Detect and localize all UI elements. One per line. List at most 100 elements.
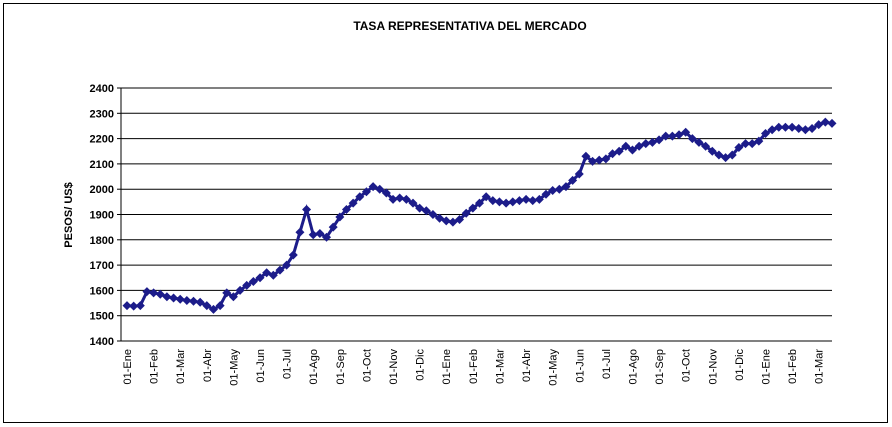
x-tick-label: 01-May [548,349,560,386]
data-point [282,260,292,270]
data-point [202,301,212,311]
y-tick-label: 2100 [90,159,114,171]
data-point [561,182,571,192]
data-point [608,149,618,159]
data-point [341,204,351,214]
y-tick-label: 1500 [90,311,114,323]
data-point [614,146,624,156]
data-point [707,146,717,156]
x-tick-label: 01-Nov [388,349,400,385]
data-point [262,268,272,278]
data-point [827,118,837,128]
data-point [634,141,644,151]
data-point [275,265,285,275]
data-point [315,228,325,238]
data-point [621,141,631,151]
data-point [627,145,637,155]
data-point [494,197,504,207]
x-tick-label: 01-Oct [681,349,693,382]
data-point [235,285,245,295]
y-tick-label: 1600 [90,285,114,297]
data-point [747,139,757,149]
y-tick-label: 2300 [90,108,114,120]
data-point [754,136,764,146]
data-point [268,270,278,280]
x-tick-label: 01-Feb [149,349,161,384]
data-point [508,197,518,207]
x-tick-label: 01-Dic [415,349,427,381]
data-point [208,304,218,314]
x-tick-label: 01-Feb [468,349,480,384]
data-point [554,184,564,194]
data-point [189,296,199,306]
data-point [388,194,398,204]
data-point [381,188,391,198]
x-tick-label: 01-Ene [760,349,772,384]
y-tick-label: 1800 [90,235,114,247]
x-tick-label: 01-Ago [627,349,639,384]
data-point [667,131,677,141]
data-point [681,127,691,137]
data-point [455,215,465,225]
data-point [641,139,651,149]
data-point [541,189,551,199]
data-point [215,301,225,311]
data-point [328,222,338,232]
y-tick-label: 1900 [90,210,114,222]
x-tick-label: 01-May [228,349,240,386]
x-tick-label: 01-Ene [441,349,453,384]
data-point [348,198,358,208]
x-tick-label: 01-Ago [308,349,320,384]
chart-title: TASA REPRESENTATIVA DEL MERCADO [353,19,586,33]
x-tick-label: 01-Mar [175,349,187,384]
data-point [548,185,558,195]
data-point [714,150,724,160]
data-point [721,153,731,163]
data-point [820,117,830,127]
y-tick-label: 1400 [90,336,114,348]
data-point [674,130,684,140]
data-point [441,216,451,226]
x-tick-label: 01-Feb [787,349,799,384]
x-tick-label: 01-Oct [361,349,373,382]
data-point [368,182,378,192]
y-tick-label: 2200 [90,134,114,146]
data-point [228,292,238,302]
data-point [568,175,578,185]
data-point [361,187,371,197]
data-point [401,194,411,204]
x-tick-label: 01-Mar [494,349,506,384]
x-tick-label: 01-Sep [654,349,666,384]
data-point [521,194,531,204]
data-point [488,196,498,206]
data-point [122,301,132,311]
x-tick-label: 01-Sep [335,349,347,384]
data-point [415,203,425,213]
data-point [687,134,697,144]
data-point [780,122,790,132]
y-axis-label: PESOS/ US$ [63,182,75,247]
x-tick-label: 01-Abr [521,349,533,382]
data-point [428,210,438,219]
data-point [581,151,591,161]
data-point [461,208,471,218]
data-point [601,154,611,164]
data-point [302,204,312,214]
data-point [800,125,810,135]
data-point [588,156,598,166]
x-tick-label: 01-Abr [202,349,214,382]
data-point [142,287,152,297]
data-point [182,296,192,306]
y-tick-label: 2400 [90,83,114,95]
data-point [435,213,445,223]
data-point [222,288,232,298]
data-point [814,120,824,130]
data-point [760,129,770,139]
data-point [129,301,139,311]
data-point [501,198,511,208]
data-point [647,137,657,147]
data-point [355,192,365,202]
data-point [794,123,804,133]
data-point [162,292,172,302]
x-tick-label: 01-Ene [122,349,134,384]
